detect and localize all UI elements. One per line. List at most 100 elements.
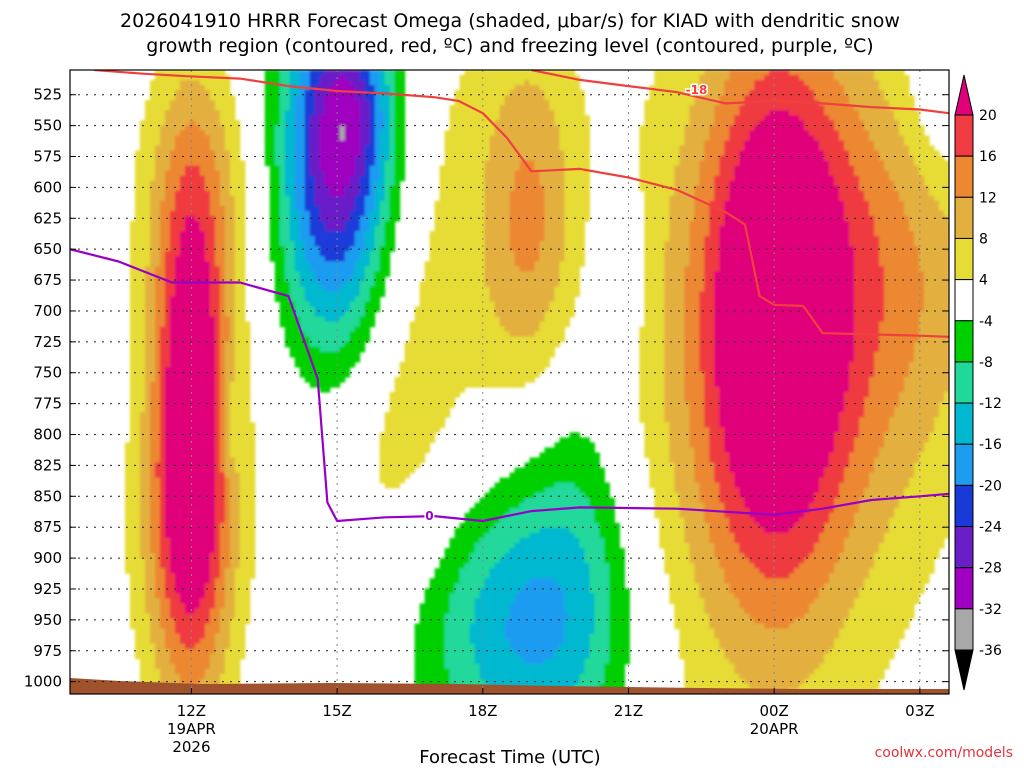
omega-cell (304, 175, 316, 182)
omega-cell (294, 306, 316, 313)
omega-cell (149, 422, 161, 428)
omega-cell (699, 85, 725, 91)
omega-cell (199, 165, 216, 172)
omega-cell (219, 407, 226, 413)
omega-cell (159, 678, 181, 685)
omega-cell (879, 321, 920, 328)
omega-cell (869, 472, 915, 479)
omega-cell (484, 256, 516, 262)
omega-cell (724, 578, 830, 584)
omega-cell (239, 558, 256, 564)
omega-cell (149, 532, 161, 539)
omega-cell (354, 195, 366, 202)
omega-cell (149, 397, 161, 403)
omega-cell (224, 658, 241, 665)
omega-cell (744, 553, 810, 559)
omega-cell (914, 236, 949, 242)
omega-cell (589, 502, 615, 509)
omega-cell (699, 492, 720, 499)
omega-cell (904, 387, 949, 393)
omega-cell (379, 130, 391, 137)
omega-cell (164, 487, 216, 494)
omega-cell (284, 175, 296, 182)
omega-cell (589, 653, 610, 660)
omega-cell (154, 271, 166, 277)
omega-cell (839, 80, 880, 86)
omega-cell (594, 628, 610, 635)
omega-cell (214, 165, 231, 172)
omega-cell (714, 336, 855, 343)
omega-cell (209, 653, 226, 660)
omega-cell (384, 190, 391, 197)
omega-cell (159, 558, 171, 564)
omega-cell (889, 170, 920, 177)
omega-cell (539, 85, 581, 91)
omega-cell (184, 608, 196, 615)
omega-cell (174, 663, 211, 670)
omega-cell (539, 527, 571, 534)
omega-cell (714, 326, 855, 333)
omega-cell (514, 185, 546, 192)
omega-cell (854, 256, 880, 262)
omega-cell (364, 276, 376, 282)
omega-cell (134, 155, 156, 162)
omega-cell (159, 215, 171, 222)
omega-cell (164, 266, 176, 272)
omega-cell (214, 452, 221, 459)
omega-cell (644, 321, 665, 328)
omega-cell (219, 376, 226, 383)
omega-cell (724, 648, 830, 655)
omega-cell (654, 507, 680, 514)
omega-cell (289, 236, 301, 242)
omega-cell (294, 120, 306, 126)
omega-cell (794, 568, 835, 574)
omega-cell (324, 70, 361, 76)
omega-cell (869, 573, 930, 579)
omega-cell (164, 301, 171, 308)
omega-cell (289, 95, 296, 101)
omega-cell (159, 125, 186, 131)
colorbar-tick-label: -28 (979, 561, 1002, 577)
omega-cell (214, 346, 221, 353)
omega-cell (889, 517, 949, 524)
omega-cell (639, 346, 665, 353)
omega-cell (214, 578, 226, 584)
omega-cell (669, 200, 695, 207)
omega-cell (224, 241, 236, 247)
omega-cell (699, 351, 715, 358)
omega-cell (214, 407, 221, 413)
omega-cell (704, 261, 720, 267)
omega-cell (684, 356, 700, 363)
omega-cell (354, 160, 366, 167)
omega-cell (529, 578, 556, 584)
omega-cell (664, 366, 685, 373)
omega-cell (154, 276, 166, 282)
omega-cell (384, 110, 391, 116)
omega-cell (704, 517, 730, 524)
omega-cell (564, 190, 591, 197)
colorbar-bin (954, 196, 974, 239)
omega-cell (714, 306, 855, 313)
omega-cell (509, 613, 571, 620)
omega-cell (494, 301, 551, 308)
omega-cell (129, 251, 151, 257)
omega-cell (484, 532, 531, 539)
omega-cell (159, 517, 166, 524)
omega-cell (564, 170, 591, 177)
omega-cell (589, 643, 610, 650)
omega-cell (219, 447, 226, 454)
omega-cell (719, 246, 855, 252)
omega-cell (689, 407, 705, 413)
omega-cell (684, 658, 730, 665)
omega-cell (469, 553, 506, 559)
omega-cell (294, 145, 306, 152)
omega-cell (434, 205, 486, 212)
omega-cell (379, 100, 391, 106)
omega-cell (359, 180, 371, 187)
omega-cell (894, 507, 949, 514)
omega-cell (274, 145, 286, 152)
omega-cell (714, 628, 840, 635)
omega-cell (144, 356, 156, 363)
omega-cell (724, 210, 845, 217)
omega-cell (674, 165, 700, 172)
